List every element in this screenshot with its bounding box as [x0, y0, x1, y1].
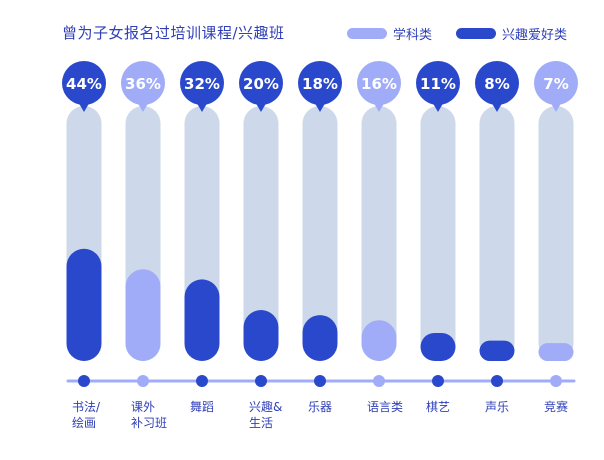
- value-bubble-0: 44%: [62, 61, 106, 112]
- axis-dot-5: [373, 375, 385, 387]
- value-bubble-circle-2: [180, 61, 224, 105]
- value-bubble-5: 16%: [357, 61, 401, 112]
- value-label-7: 8%: [484, 75, 509, 93]
- bar-track-4: [302, 106, 338, 361]
- value-bubble-circle-7: [475, 61, 519, 105]
- value-bubble-circle-6: [416, 61, 460, 105]
- value-bubble-3: 20%: [239, 61, 283, 112]
- value-bubble-tail-2: [195, 100, 209, 112]
- value-bubble-circle-4: [298, 61, 342, 105]
- category-label-1: 课外补习班: [131, 400, 167, 430]
- value-label-4: 18%: [302, 75, 338, 93]
- value-label-0: 44%: [66, 75, 102, 93]
- bar-6: [420, 332, 456, 361]
- category-label-5: 语言类: [367, 400, 403, 414]
- axis-dot-3: [255, 375, 267, 387]
- value-bubble-8: 7%: [534, 61, 578, 112]
- axis-dot-4: [314, 375, 326, 387]
- bar-track-5: [361, 106, 397, 361]
- bar-4: [302, 315, 338, 361]
- category-label-7: 声乐: [485, 400, 509, 414]
- value-bubble-1: 36%: [121, 61, 165, 112]
- bar-8: [538, 343, 574, 361]
- bar-1: [125, 269, 161, 361]
- category-label-4: 乐器: [308, 400, 332, 414]
- value-bubble-tail-1: [136, 100, 150, 112]
- axis-dot-1: [137, 375, 149, 387]
- value-bubble-tail-4: [313, 100, 327, 112]
- value-bubble-tail-5: [372, 100, 386, 112]
- value-label-8: 7%: [543, 75, 568, 93]
- value-label-5: 16%: [361, 75, 397, 93]
- value-bubble-tail-3: [254, 100, 268, 112]
- value-bubble-4: 18%: [298, 61, 342, 112]
- category-label-0: 书法/绘画: [72, 400, 101, 430]
- category-label-2: 舞蹈: [190, 400, 214, 414]
- bar-0: [66, 248, 102, 361]
- category-label-8: 竞赛: [544, 399, 568, 414]
- value-bubble-tail-0: [77, 100, 91, 112]
- chart-title: 曾为子女报名过培训课程/兴趣班: [62, 24, 285, 42]
- value-bubble-circle-8: [534, 61, 578, 105]
- category-label-6: 棋艺: [426, 400, 450, 414]
- axis-dot-7: [491, 375, 503, 387]
- legend-swatch-interest: [456, 28, 496, 39]
- value-bubble-circle-5: [357, 61, 401, 105]
- value-bubble-circle-0: [62, 61, 106, 105]
- legend-item-academic: 学科类: [347, 24, 432, 43]
- legend-label-academic: 学科类: [393, 28, 433, 43]
- legend-item-interest: 兴趣爱好类: [456, 24, 567, 43]
- value-label-6: 11%: [420, 75, 456, 93]
- value-bubble-7: 8%: [475, 61, 519, 112]
- bar-track-7: [479, 106, 515, 361]
- legend-swatch-academic: [347, 28, 387, 39]
- bar-3: [243, 310, 279, 361]
- bar-7: [479, 340, 515, 361]
- bar-track-6: [420, 106, 456, 361]
- axis-dot-2: [196, 375, 208, 387]
- value-bubble-2: 32%: [180, 61, 224, 112]
- legend-label-interest: 兴趣爱好类: [502, 28, 568, 43]
- bar-track-3: [243, 106, 279, 361]
- value-label-3: 20%: [243, 75, 279, 93]
- category-label-3: 兴趣&生活: [249, 399, 282, 430]
- axis-dot-0: [78, 375, 90, 387]
- value-bubble-circle-3: [239, 61, 283, 105]
- axis-dot-8: [550, 375, 562, 387]
- bar-2: [184, 279, 220, 361]
- value-label-2: 32%: [184, 75, 220, 93]
- value-bubble-tail-6: [431, 100, 445, 112]
- bar-track-8: [538, 106, 574, 361]
- bar-5: [361, 320, 397, 361]
- value-bubble-circle-1: [121, 61, 165, 105]
- axis-dot-6: [432, 375, 444, 387]
- value-label-1: 36%: [125, 75, 161, 93]
- value-bubble-tail-7: [490, 100, 504, 112]
- value-bubble-tail-8: [549, 100, 563, 112]
- value-bubble-6: 11%: [416, 61, 460, 112]
